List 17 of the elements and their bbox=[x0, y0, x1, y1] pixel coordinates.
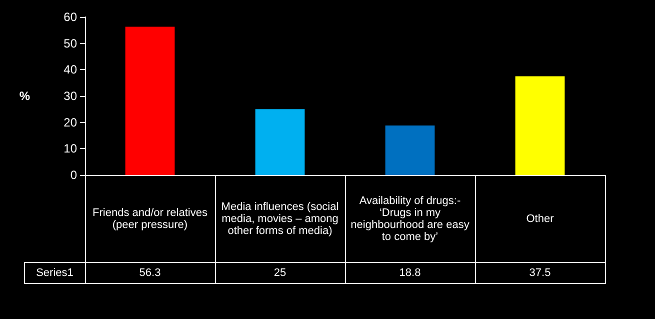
y-axis-title: % bbox=[19, 89, 30, 103]
x-tick-label: Friends and/or relatives (peer pressure) bbox=[85, 176, 215, 262]
x-tick-label: Media influences (social media, movies – among other forms of media) bbox=[215, 176, 345, 262]
x-tick-label: Other bbox=[475, 176, 605, 262]
y-tick-label: 20 bbox=[64, 115, 78, 130]
y-tick-label: 60 bbox=[64, 10, 78, 24]
data-label: 37.5 bbox=[475, 262, 605, 284]
data-label: 25 bbox=[215, 262, 345, 284]
text: Series1 bbox=[24, 262, 85, 284]
y-tick-label: 30 bbox=[64, 89, 78, 103]
x-tick-label: Availability of drugs:- ‘Drugs in my neighbourhood are easy to come by’ bbox=[345, 176, 475, 262]
data-label: 18.8 bbox=[345, 262, 475, 284]
y-tick-label: 50 bbox=[64, 36, 78, 50]
y-tick-label: 40 bbox=[64, 62, 78, 77]
y-tick-label: 10 bbox=[64, 142, 78, 156]
data-label: 56.3 bbox=[85, 262, 215, 284]
y-tick-label: 0 bbox=[70, 168, 78, 182]
